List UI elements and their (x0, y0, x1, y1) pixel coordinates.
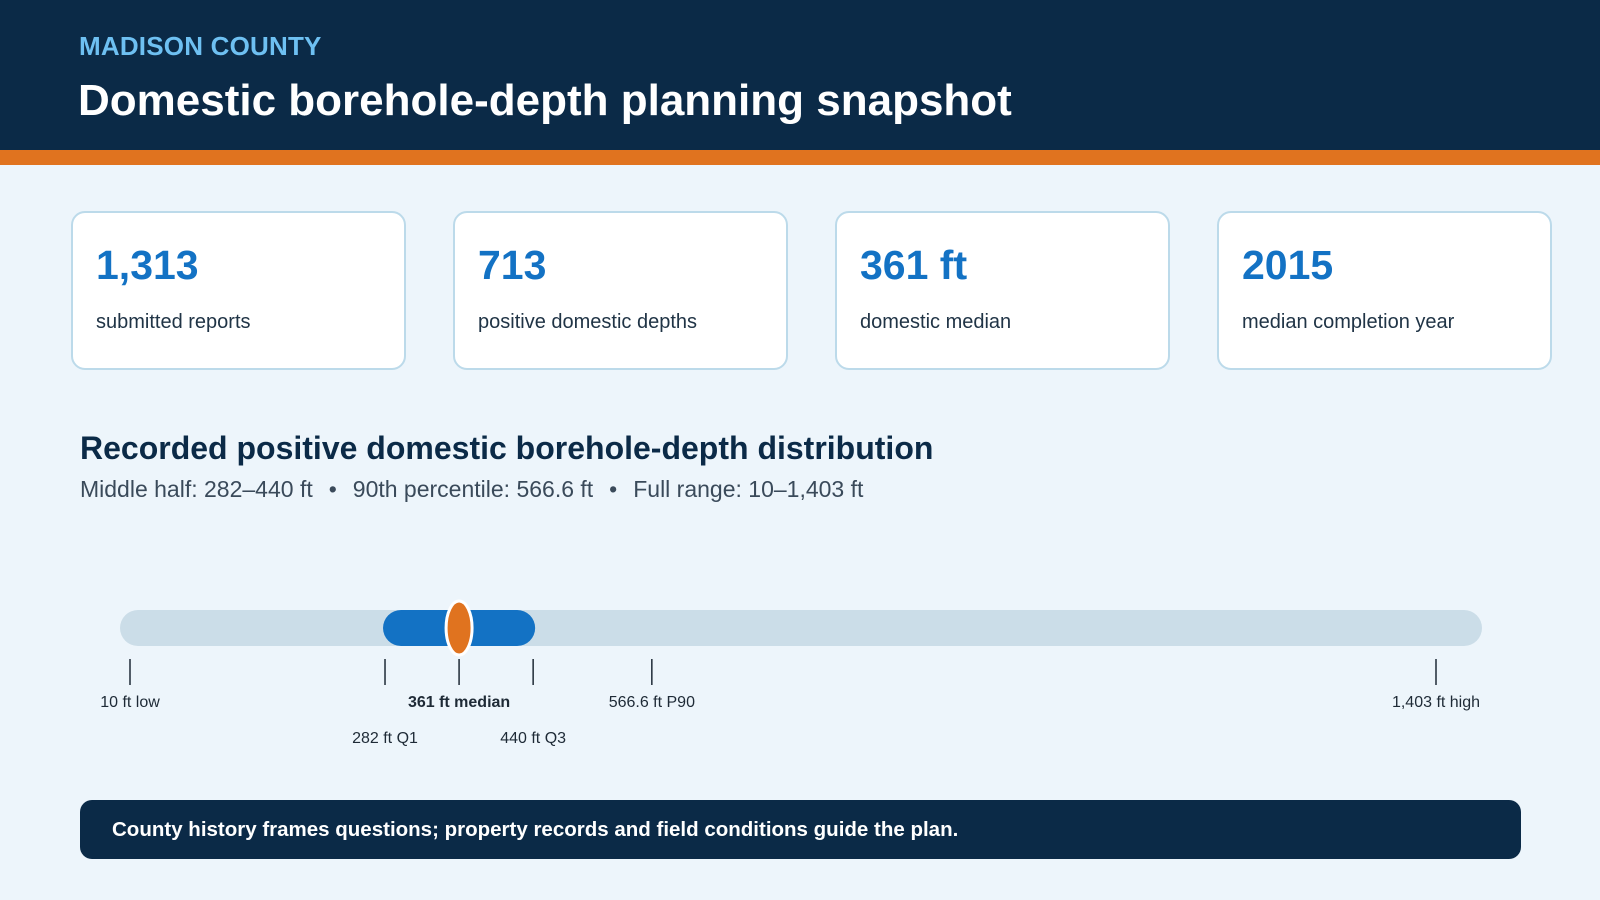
stat-label: domestic median (860, 311, 1012, 333)
stat-value: 2015 (1242, 242, 1334, 288)
stat-value: 1,313 (96, 242, 199, 288)
stat-card-completion-year: 2015 median completion year (1217, 211, 1552, 370)
stat-card-positive-depths: 713 positive domestic depths (453, 211, 788, 370)
median-marker (444, 599, 474, 657)
tick-label: 282 ft Q1 (352, 730, 418, 747)
range-track (120, 610, 1482, 646)
summary-separator: • (328, 476, 337, 502)
depth-distribution-chart: 10 ft low 282 ft Q1 361 ft median 440 ft Q3… (100, 599, 1482, 747)
tick-label: 10 ft low (100, 694, 160, 711)
tick-label: 440 ft Q3 (500, 730, 566, 747)
distribution-summary: Middle half: 282–440 ft • 90th percentile:… (80, 476, 863, 503)
tick-label: 566.6 ft P90 (609, 694, 695, 711)
page-title: Domestic borehole-depth planning snapsho… (78, 76, 1012, 125)
stat-value: 713 (478, 242, 547, 288)
header-accent-bar (0, 150, 1600, 165)
summary-p90: 90th percentile: 566.6 ft (352, 476, 594, 502)
stat-label: positive domestic depths (478, 311, 698, 333)
header-banner: MADISON COUNTY Domestic borehole-depth p… (0, 0, 1600, 150)
stat-card-median: 361 ft domestic median (835, 211, 1170, 370)
county-eyebrow: MADISON COUNTY (79, 31, 322, 61)
stat-label: median completion year (1242, 311, 1455, 333)
chart-title: Recorded positive domestic borehole-dept… (80, 430, 934, 466)
summary-full-range: Full range: 10–1,403 ft (633, 476, 864, 502)
guidance-note-text: County history frames questions; propert… (112, 818, 959, 841)
tick-label: 1,403 ft high (1392, 694, 1480, 711)
summary-separator: • (609, 476, 618, 502)
stat-value: 361 ft (860, 242, 968, 288)
stat-label: submitted reports (96, 311, 251, 333)
summary-middle-half: Middle half: 282–440 ft (80, 476, 313, 502)
guidance-note: County history frames questions; propert… (80, 800, 1521, 859)
stat-card-reports: 1,313 submitted reports (71, 211, 406, 370)
tick-label: 361 ft median (408, 694, 510, 711)
